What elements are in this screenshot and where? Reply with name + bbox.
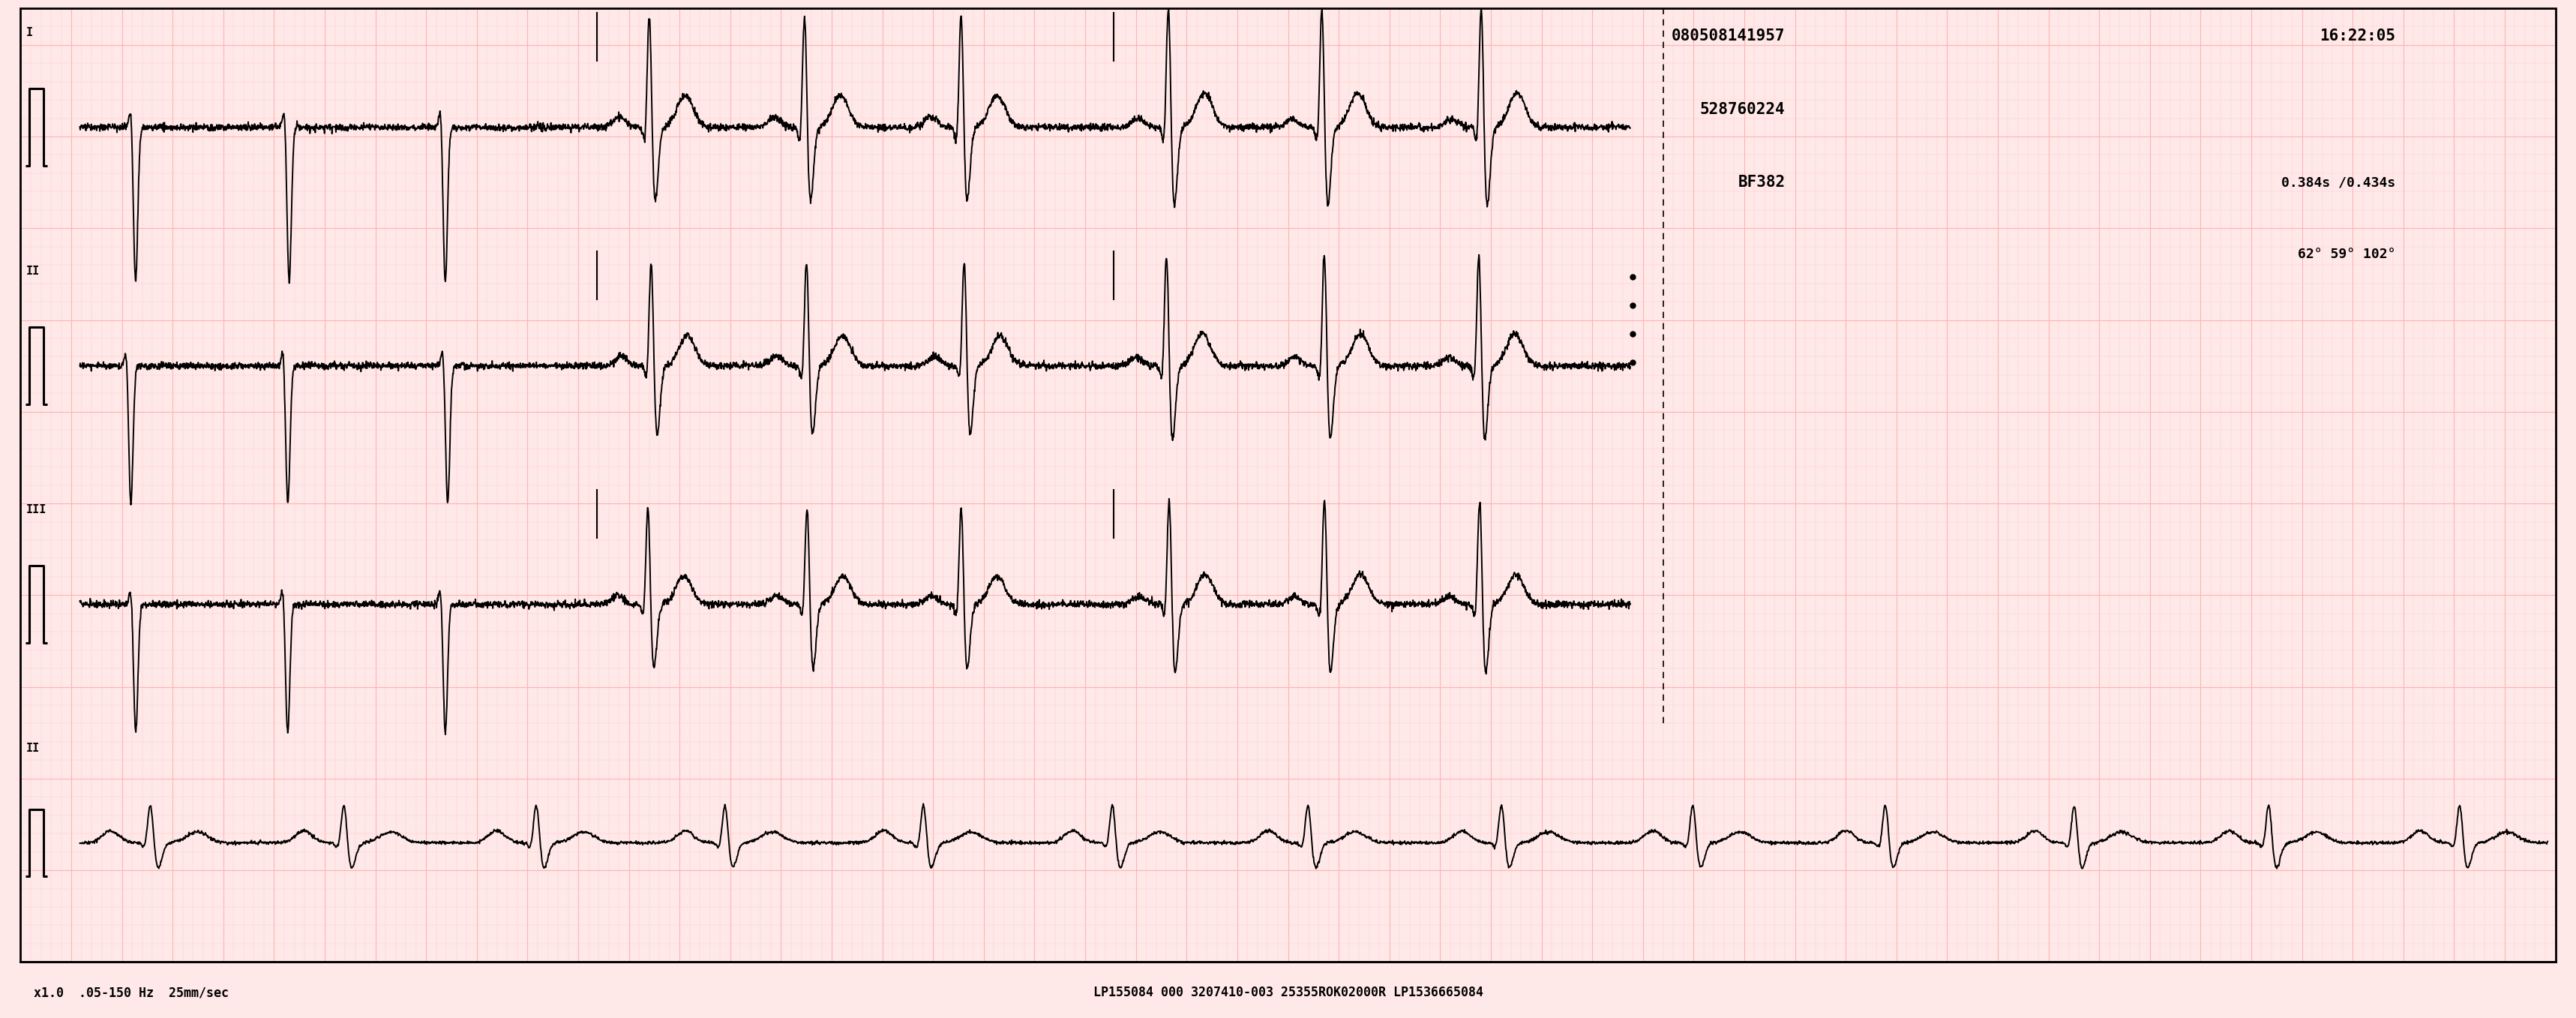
Text: 62° 59° 102°: 62° 59° 102° <box>2298 247 2396 261</box>
Text: II: II <box>26 266 39 277</box>
Text: BF382: BF382 <box>1739 175 1785 190</box>
Text: I: I <box>26 27 33 39</box>
Text: x1.0  .05-150 Hz  25mm/sec: x1.0 .05-150 Hz 25mm/sec <box>33 986 229 1000</box>
Text: 080508141957: 080508141957 <box>1672 29 1785 44</box>
Text: 0.384s /0.434s: 0.384s /0.434s <box>2282 176 2396 189</box>
Text: III: III <box>26 504 46 515</box>
Text: 528760224: 528760224 <box>1700 102 1785 117</box>
Text: 16:22:05: 16:22:05 <box>2321 29 2396 44</box>
Text: LP155084 000 3207410-003 25355ROK02000R LP1536665084: LP155084 000 3207410-003 25355ROK02000R … <box>1092 986 1484 1000</box>
Text: II: II <box>26 742 39 754</box>
